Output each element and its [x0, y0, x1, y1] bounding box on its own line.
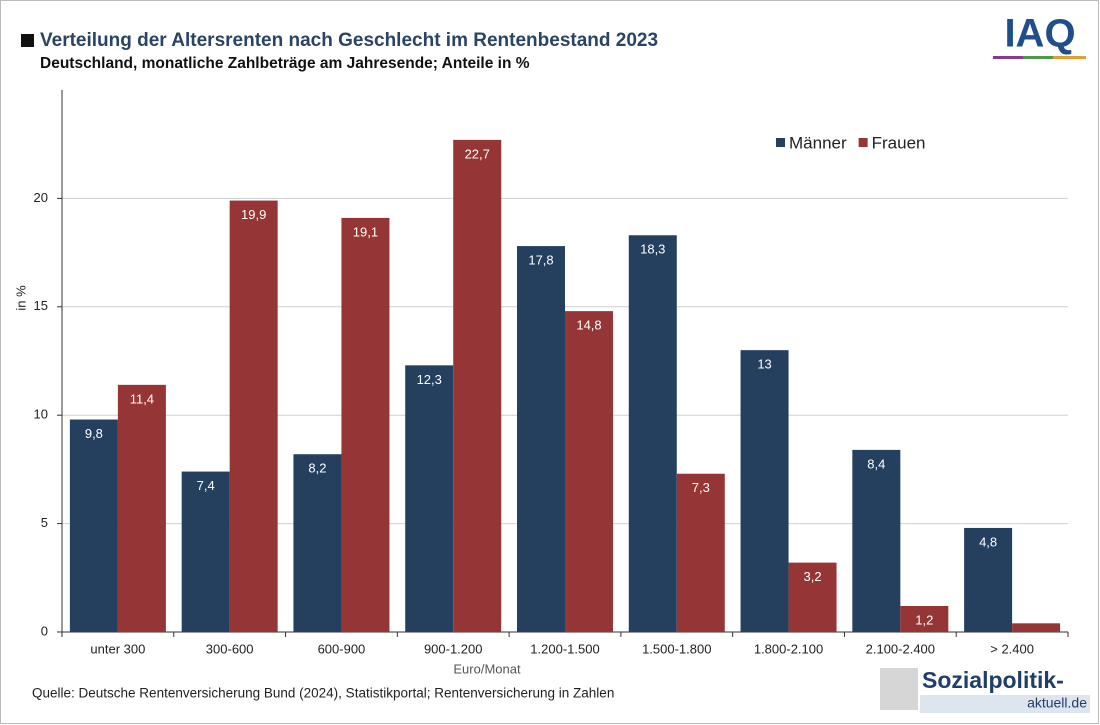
bar	[565, 311, 613, 632]
bar	[517, 246, 565, 632]
logo-sozialpolitik: Sozialpolitik- aktuell.de	[880, 667, 1090, 713]
bar	[628, 235, 677, 633]
source: Quelle: Deutsche Rentenversicherung Bund…	[32, 686, 614, 701]
value-label: 13	[757, 357, 771, 372]
bar	[341, 217, 390, 633]
x-tick-label: 1.200-1.500	[530, 641, 599, 656]
bar	[852, 449, 901, 632]
y-tick-label: 20	[34, 190, 48, 205]
value-label: 19,1	[353, 224, 378, 239]
bar	[740, 350, 789, 632]
logo-bar	[993, 56, 1023, 59]
chart-subtitle: Deutschland, monatliche Zahlbeträge am J…	[40, 55, 530, 72]
bar	[69, 419, 118, 632]
bar	[453, 139, 502, 632]
y-tick-label: 15	[34, 298, 48, 313]
value-label: 1,2	[915, 612, 933, 627]
x-tick-label: 1.500-1.800	[642, 641, 711, 656]
title-marker	[21, 34, 34, 47]
bar	[900, 605, 949, 632]
x-tick-label: 900-1.200	[424, 641, 483, 656]
x-tick-label: > 2.400	[990, 641, 1034, 656]
value-label: 22,7	[465, 146, 490, 161]
bar	[181, 471, 230, 632]
value-label: 11,4	[130, 391, 154, 406]
value-label: 4,8	[979, 534, 997, 549]
bar	[405, 365, 454, 632]
value-label: 7,3	[692, 480, 710, 495]
x-tick-label: 1.800-2.100	[754, 641, 823, 656]
bar	[229, 200, 278, 632]
x-axis-label: Euro/Monat	[453, 661, 521, 676]
value-label: 14,8	[576, 318, 601, 333]
x-tick-label: unter 300	[90, 641, 145, 656]
value-label: 8,2	[308, 461, 326, 476]
value-label: 3,2	[804, 569, 822, 584]
value-label: 7,4	[197, 478, 215, 493]
logo-band	[920, 695, 1090, 713]
chart-title: Verteilung der Altersrenten nach Geschle…	[40, 30, 658, 51]
y-axis-label: in %	[13, 285, 28, 311]
logo-text: Sozialpolitik-	[922, 667, 1064, 693]
y-tick-label: 10	[34, 407, 48, 422]
x-tick-label: 2.100-2.400	[866, 641, 935, 656]
bar	[676, 473, 725, 632]
x-tick-label: 600-900	[318, 641, 366, 656]
bar	[293, 454, 342, 632]
value-label: 18,3	[640, 242, 665, 257]
bar	[788, 562, 837, 632]
logo-iaq: IAQ	[1004, 12, 1075, 56]
legend-label: Frauen	[872, 133, 926, 152]
bar	[1012, 623, 1061, 632]
x-tick-label: 300-600	[206, 641, 254, 656]
logo-bar	[1053, 56, 1086, 59]
value-label: 19,9	[241, 207, 266, 222]
y-tick-label: 0	[41, 623, 48, 638]
logo-domain: aktuell.de	[1027, 695, 1087, 711]
value-label: 9,8	[85, 426, 103, 441]
value-label: 12,3	[417, 372, 442, 387]
legend-swatch	[776, 138, 785, 147]
value-label: 8,4	[867, 456, 885, 471]
logo-figures	[880, 668, 918, 710]
logo-bar	[1023, 56, 1053, 59]
legend-swatch	[858, 138, 868, 147]
legend-label: Männer	[789, 133, 847, 152]
bar	[964, 527, 1013, 632]
bar	[117, 384, 166, 632]
y-tick-label: 5	[41, 515, 48, 530]
value-label: 17,8	[528, 253, 553, 268]
